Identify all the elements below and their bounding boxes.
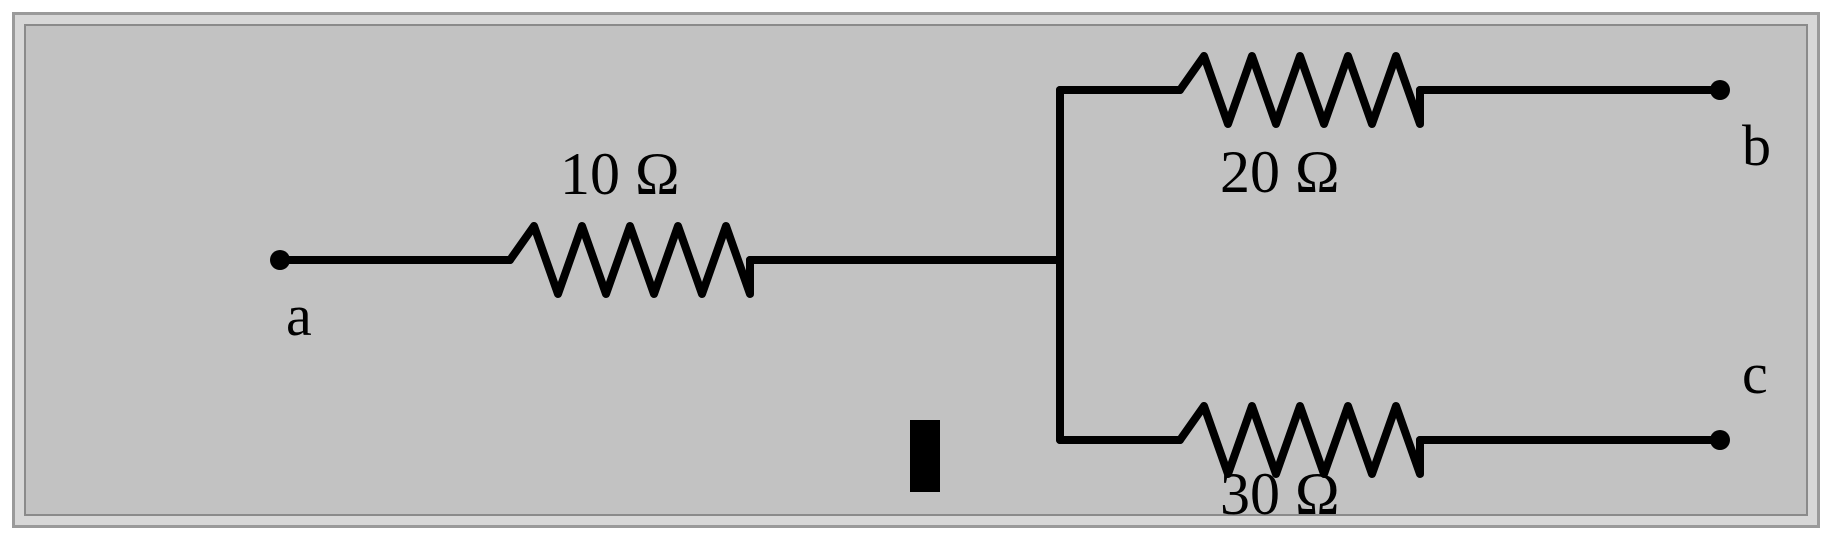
resistor-2-label: 20 Ω [1220,138,1340,207]
terminal-c-dot [1710,430,1730,450]
resistor-1-label: 10 Ω [560,140,680,209]
terminal-a-label: a [286,282,312,349]
terminal-b-dot [1710,80,1730,100]
stray-mark [910,420,940,492]
terminal-b-label: b [1742,112,1771,179]
terminal-a-dot [270,250,290,270]
resistor-3-label: 30 Ω [1220,460,1340,529]
terminal-c-label: c [1742,340,1768,407]
